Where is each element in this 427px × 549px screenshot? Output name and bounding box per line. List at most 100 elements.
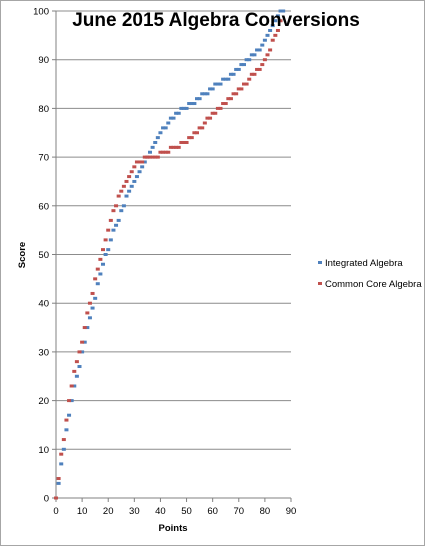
point-integrated-31 (134, 175, 139, 179)
point-common-core-59 (208, 116, 213, 120)
point-integrated-61 (213, 82, 218, 86)
point-integrated-74 (247, 58, 252, 62)
x-tick-label-60: 60 (207, 506, 218, 517)
point-common-core-30 (132, 165, 137, 169)
point-integrated-60 (210, 87, 215, 91)
point-common-core-47 (176, 145, 181, 149)
point-integrated-36 (148, 150, 152, 154)
point-integrated-8 (74, 374, 79, 378)
point-common-core-5 (67, 399, 72, 403)
point-integrated-70 (236, 67, 241, 71)
point-common-core-57 (202, 121, 207, 125)
point-integrated-43 (166, 121, 171, 125)
point-integrated-20 (106, 248, 111, 252)
point-integrated-72 (242, 63, 246, 67)
point-common-core-74 (247, 77, 252, 81)
point-integrated-18 (101, 262, 105, 266)
point-integrated-3 (61, 447, 66, 451)
tick-layer: 0 10 20 30 40 50 60 70 80 90 100 0 10 20 30 40 50 60 70 80 9… (33, 7, 296, 518)
y-tick-label-40: 40 (38, 299, 49, 310)
point-integrated-85 (275, 14, 280, 18)
x-axis-label: Points (158, 523, 187, 534)
point-common-core-45 (171, 145, 176, 149)
point-integrated-48 (179, 106, 184, 110)
point-common-core-21 (108, 218, 113, 222)
point-integrated-4 (64, 428, 69, 432)
point-integrated-63 (218, 82, 223, 86)
point-integrated-41 (161, 126, 166, 130)
point-common-core-26 (121, 184, 126, 188)
point-integrated-42 (163, 126, 168, 130)
point-integrated-28 (127, 189, 132, 193)
point-integrated-14 (90, 306, 95, 310)
x-tick-label-20: 20 (103, 506, 114, 517)
point-common-core-69 (234, 92, 239, 96)
point-integrated-13 (87, 316, 92, 320)
point-integrated-66 (226, 77, 231, 81)
point-integrated-33 (140, 165, 145, 169)
point-common-core-29 (129, 170, 134, 174)
point-common-core-53 (192, 131, 197, 135)
y-tick-label-30: 30 (38, 347, 49, 358)
point-integrated-39 (155, 136, 160, 140)
point-common-core-85 (275, 28, 280, 32)
point-common-core-51 (187, 136, 192, 140)
point-common-core-73 (244, 82, 249, 86)
point-common-core-17 (98, 257, 103, 261)
point-common-core-34 (142, 155, 147, 159)
point-common-core-67 (228, 97, 233, 101)
point-common-core-4 (64, 418, 69, 422)
point-integrated-87 (281, 9, 286, 13)
y-tick-label-60: 60 (38, 201, 49, 212)
point-integrated-16 (95, 282, 100, 286)
point-common-core-24 (116, 194, 121, 198)
point-integrated-53 (192, 102, 197, 106)
point-integrated-30 (132, 179, 137, 183)
point-common-core-70 (236, 87, 241, 91)
point-integrated-32 (137, 170, 142, 174)
point-integrated-17 (98, 272, 103, 276)
point-integrated-68 (231, 72, 236, 76)
point-integrated-50 (184, 106, 189, 110)
point-common-core-10 (80, 340, 85, 344)
point-common-core-28 (127, 175, 132, 179)
point-common-core-62 (215, 106, 220, 110)
point-integrated-10 (80, 350, 85, 354)
legend-item-integrated: Integrated Algebra (318, 258, 403, 269)
point-common-core-61 (213, 111, 218, 115)
point-common-core-2 (59, 452, 64, 456)
point-integrated-71 (239, 63, 244, 67)
point-common-core-39 (155, 155, 160, 159)
point-integrated-65 (223, 77, 228, 81)
point-integrated-49 (181, 106, 186, 110)
y-tick-label-20: 20 (38, 396, 49, 407)
point-integrated-78 (257, 48, 262, 52)
point-common-core-41 (161, 150, 166, 154)
point-common-core-6 (69, 384, 74, 388)
point-common-core-64 (221, 102, 226, 106)
point-common-core-82 (268, 48, 273, 52)
point-common-core-20 (106, 228, 111, 232)
point-common-core-44 (168, 145, 173, 149)
x-tick-label-10: 10 (77, 506, 88, 517)
point-common-core-77 (255, 67, 260, 71)
point-integrated-64 (221, 77, 226, 81)
point-integrated-27 (124, 194, 129, 198)
point-common-core-75 (249, 72, 254, 76)
point-common-core-80 (262, 58, 267, 62)
legend-swatch-common-core (318, 282, 322, 285)
point-common-core-35 (145, 155, 150, 159)
point-common-core-81 (265, 53, 270, 57)
points-layer (54, 9, 286, 500)
point-common-core-78 (257, 67, 262, 71)
y-tick-label-80: 80 (38, 104, 49, 115)
point-integrated-24 (116, 218, 121, 222)
legend: Integrated Algebra Common Core Algebra (318, 258, 422, 290)
legend-swatch-integrated (318, 261, 322, 264)
point-integrated-7 (72, 384, 77, 388)
point-integrated-2 (59, 462, 64, 466)
point-common-core-36 (148, 155, 152, 159)
point-integrated-40 (158, 131, 163, 135)
point-integrated-34 (142, 160, 147, 164)
